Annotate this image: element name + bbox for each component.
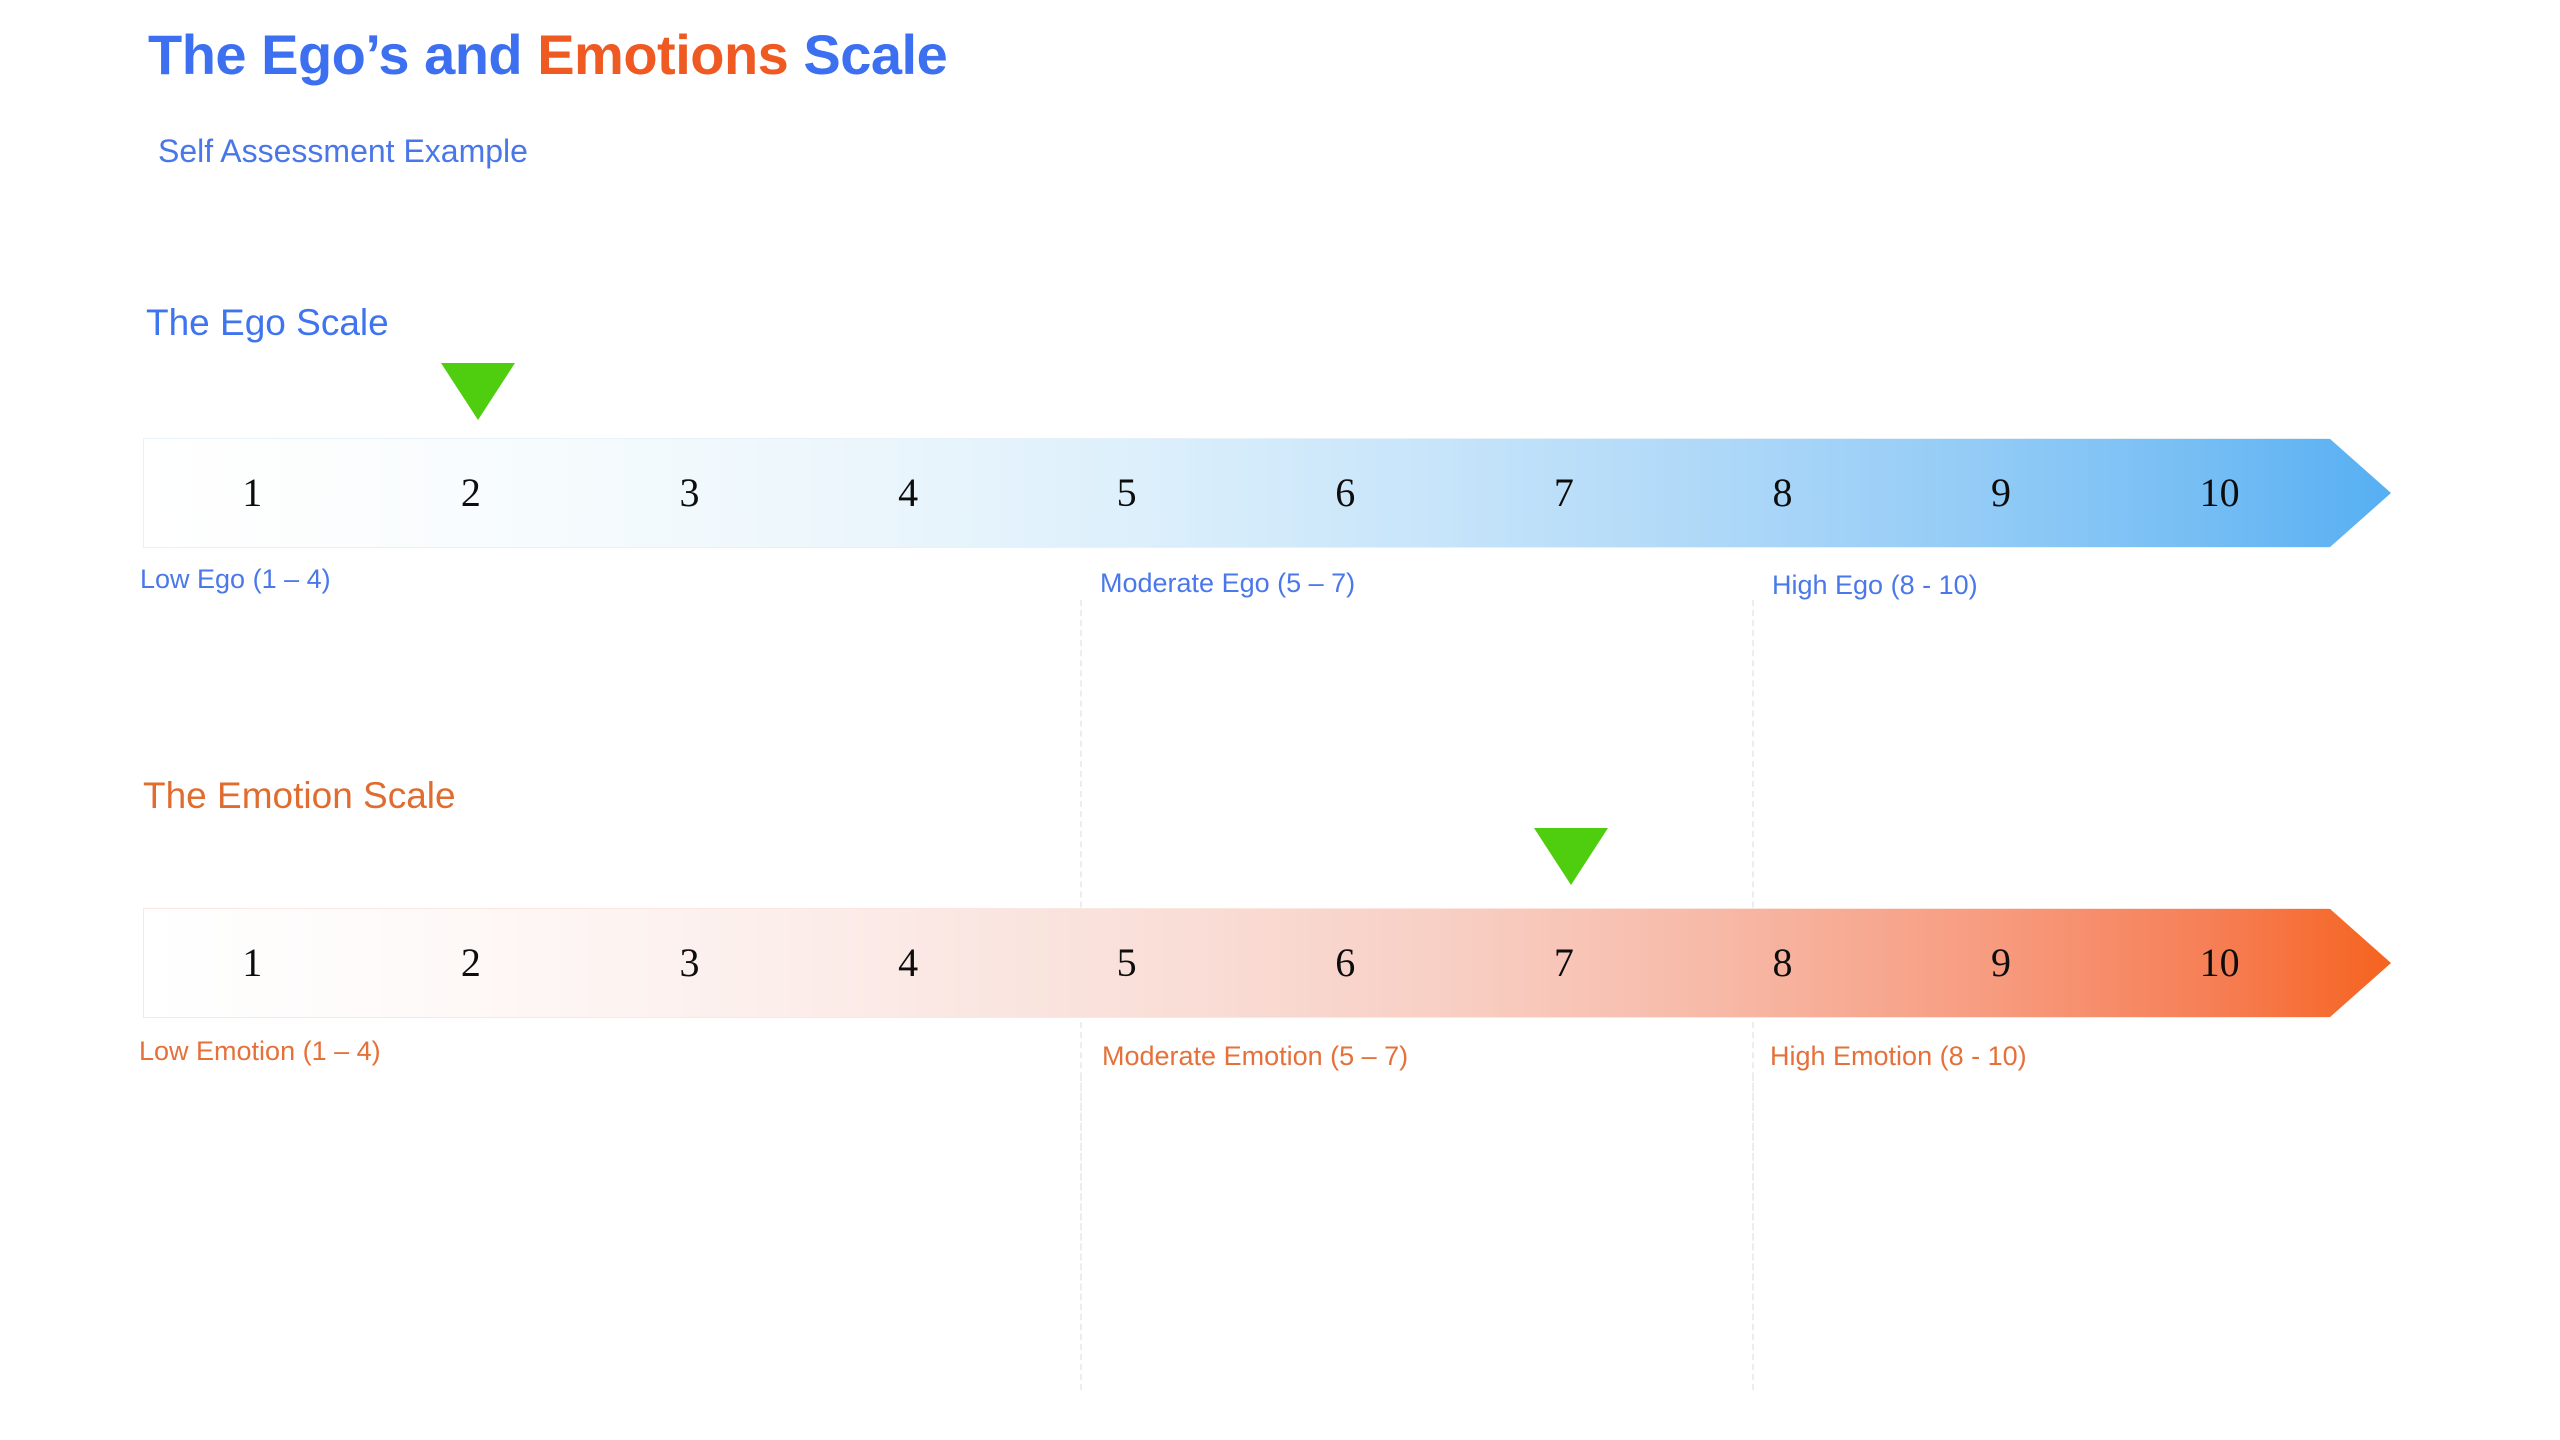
- emotion-tick-4[interactable]: 4: [898, 940, 919, 985]
- page-title: The Ego’s and Emotions Scale: [148, 22, 948, 87]
- ego-scale-bar-gradient: [143, 438, 2391, 548]
- ego-tick-7[interactable]: 7: [1553, 470, 1574, 515]
- emotion-tick-5[interactable]: 5: [1116, 940, 1137, 985]
- ego-tick-6[interactable]: 6: [1335, 470, 1356, 515]
- emotion-tick-1[interactable]: 1: [242, 940, 263, 985]
- page-title-segment-2: Emotions: [537, 23, 789, 86]
- emotion-tick-2[interactable]: 2: [460, 940, 481, 985]
- page-title-segment-3: Scale: [788, 23, 948, 86]
- ego-range-label-high: High Ego (8 - 10): [1772, 570, 1978, 600]
- guide-line-moderate-boundary-lower: [1080, 1075, 1082, 1390]
- emotion-scale-heading: The Emotion Scale: [143, 775, 456, 816]
- ego-tick-8[interactable]: 8: [1772, 470, 1793, 515]
- ego-tick-5[interactable]: 5: [1116, 470, 1137, 515]
- ego-tick-3[interactable]: 3: [679, 470, 700, 515]
- emotion-range-label-high: High Emotion (8 - 10): [1770, 1041, 2027, 1071]
- emotion-marker-triangle-icon[interactable]: [1534, 828, 1608, 885]
- ego-marker-triangle-icon[interactable]: [441, 363, 515, 420]
- emotion-tick-10[interactable]: 10: [2199, 940, 2240, 985]
- ego-tick-2[interactable]: 2: [460, 470, 481, 515]
- emotion-range-label-moderate: Moderate Emotion (5 – 7): [1102, 1041, 1409, 1071]
- emotion-range-label-low: Low Emotion (1 – 4): [139, 1036, 381, 1066]
- ego-tick-10[interactable]: 10: [2199, 470, 2240, 515]
- ego-tick-1[interactable]: 1: [242, 470, 263, 515]
- ego-range-label-low: Low Ego (1 – 4): [140, 564, 331, 594]
- emotion-scale-bar-gradient: [143, 908, 2391, 1018]
- ego-tick-9[interactable]: 9: [1991, 470, 2012, 515]
- ego-tick-4[interactable]: 4: [898, 470, 919, 515]
- page-title-segment-1: The Ego’s and: [148, 23, 538, 86]
- ego-range-label-moderate: Moderate Ego (5 – 7): [1100, 568, 1356, 598]
- emotion-scale-bar[interactable]: 1 2 3 4 5 6 7 8 9 10: [143, 908, 2391, 1018]
- emotion-scale-ticks: 1 2 3 4 5 6 7 8 9 10: [143, 908, 2329, 1018]
- emotion-tick-3[interactable]: 3: [679, 940, 700, 985]
- ego-scale-bar[interactable]: 1 2 3 4 5 6 7 8 9 10: [143, 438, 2391, 548]
- emotion-tick-6[interactable]: 6: [1335, 940, 1356, 985]
- emotion-tick-9[interactable]: 9: [1991, 940, 2012, 985]
- ego-scale-heading: The Ego Scale: [146, 302, 389, 343]
- ego-scale-ticks: 1 2 3 4 5 6 7 8 9 10: [143, 438, 2329, 548]
- emotion-tick-7[interactable]: 7: [1553, 940, 1574, 985]
- page-subtitle: Self Assessment Example: [158, 133, 528, 169]
- emotion-tick-8[interactable]: 8: [1772, 940, 1793, 985]
- guide-line-high-boundary-lower: [1752, 1075, 1754, 1390]
